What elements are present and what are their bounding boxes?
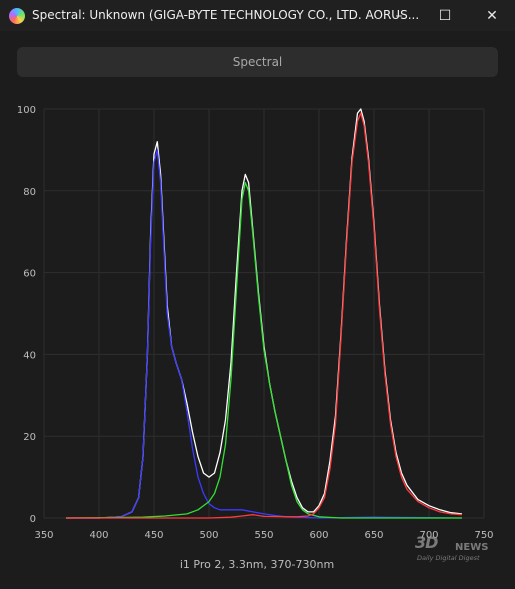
y-tick-label: 60 [23, 269, 36, 280]
chart-grid [43, 108, 485, 519]
spectral-button-label: Spectral [232, 55, 283, 69]
spectrum-line-3 [66, 112, 463, 519]
spectral-app-icon [9, 8, 25, 24]
watermark-tagline: Daily Digital Digest [417, 554, 480, 562]
spectrum-line-2 [65, 181, 462, 519]
watermark-news: NEWS [455, 542, 489, 553]
y-tick-label: 20 [23, 432, 36, 443]
x-tick-label: 700 [419, 530, 438, 541]
minimize-icon: – [395, 7, 403, 24]
y-tick-label: 0 [30, 514, 36, 525]
watermark-logo: 3D NEWS Daily Digital Digest [415, 533, 500, 567]
close-button[interactable]: ✕ [469, 0, 515, 31]
x-tick-label: 750 [474, 530, 493, 541]
y-tick-label: 40 [23, 350, 36, 361]
maximize-icon: ☐ [438, 7, 452, 24]
chart-caption: i1 Pro 2, 3.3nm, 370-730nm [180, 558, 334, 571]
chart-series [65, 108, 463, 519]
minimize-button[interactable]: – [376, 0, 422, 31]
x-tick-label: 550 [254, 530, 273, 541]
x-tick-label: 350 [34, 530, 53, 541]
y-tick-label: 100 [17, 105, 36, 116]
x-tick-label: 400 [89, 530, 108, 541]
close-icon: ✕ [486, 7, 498, 24]
x-tick-label: 500 [199, 530, 218, 541]
x-tick-label: 600 [309, 530, 328, 541]
x-tick-label: 450 [144, 530, 163, 541]
x-tick-label: 650 [364, 530, 383, 541]
window-title: Spectral: Unknown (GIGA-BYTE TECHNOLOGY … [32, 8, 420, 22]
spectral-button[interactable]: Spectral [17, 47, 498, 77]
title-bar: Spectral: Unknown (GIGA-BYTE TECHNOLOGY … [0, 0, 515, 31]
y-tick-label: 80 [23, 187, 36, 198]
chart-axes: 350 400 450 500 550 600 650 700 750 0 20 40 60 80 100 [17, 105, 494, 541]
maximize-button[interactable]: ☐ [422, 0, 468, 31]
watermark-3d: 3D [415, 533, 438, 552]
